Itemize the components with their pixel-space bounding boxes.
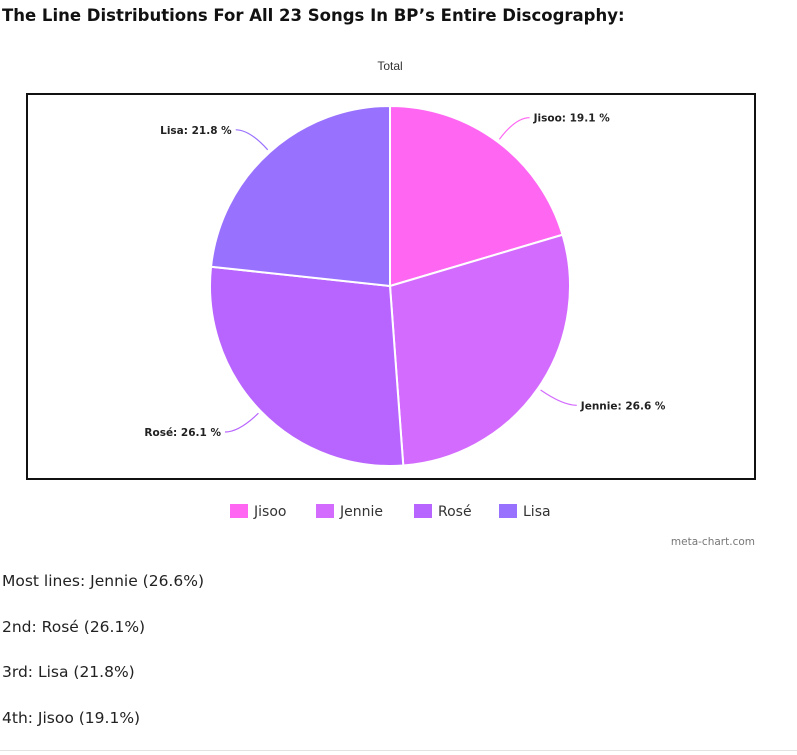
ranking-item-3: 3rd: Lisa (21.8%): [2, 663, 135, 681]
pie-slice-jennie: [388, 233, 571, 467]
page-heading: The Line Distributions For All 23 Songs …: [2, 6, 625, 25]
pie-slices: [209, 104, 571, 467]
pie-slice-lisa: [209, 104, 391, 288]
pie-slice-jisoo: [389, 104, 564, 288]
pie-label-lisa: Lisa: 21.8 %: [160, 125, 232, 137]
legend-swatch: [316, 504, 334, 518]
pie-slice-rose: [209, 265, 405, 467]
ranking-item-1: Most lines: Jennie (26.6%): [2, 572, 204, 590]
pie-leader-rose: [224, 412, 259, 433]
divider: [0, 750, 797, 751]
pie-labels: Jisoo: 19.1 % Jennie: 26.6 % Rosé: 26.1 % L…: [144, 113, 666, 439]
pie-label-jennie: Jennie: 26.6 %: [580, 400, 666, 412]
chart-credit: meta-chart.com: [671, 536, 755, 548]
chart-legend: Jisoo Jennie Rosé Lisa: [230, 504, 551, 520]
legend-item-lisa: Lisa: [499, 504, 551, 520]
pie-leader-jisoo: [498, 117, 530, 140]
legend-label: Lisa: [523, 504, 551, 520]
legend-swatch: [230, 504, 248, 518]
legend-swatch: [414, 504, 432, 518]
legend-item-jisoo: Jisoo: [230, 504, 286, 520]
ranking-item-2: 2nd: Rosé (26.1%): [2, 618, 146, 636]
pie-leader-lisa: [235, 129, 269, 151]
pie-label-rose: Rosé: 26.1 %: [144, 427, 221, 439]
ranking-item-4: 4th: Jisoo (19.1%): [2, 709, 141, 727]
legend-item-jennie: Jennie: [316, 504, 383, 520]
pie-chart: Total Jisoo: 19.1 % Jennie: 26.6 % Rosé: 2…: [26, 59, 756, 548]
chart-title: Total: [377, 59, 402, 73]
pie-leader-jennie: [540, 389, 577, 406]
legend-label: Jisoo: [253, 504, 286, 520]
legend-label: Rosé: [438, 504, 472, 520]
pie-label-jisoo: Jisoo: 19.1 %: [533, 113, 611, 125]
legend-swatch: [499, 504, 517, 518]
legend-label: Jennie: [339, 504, 383, 520]
legend-item-rose: Rosé: [414, 504, 472, 520]
